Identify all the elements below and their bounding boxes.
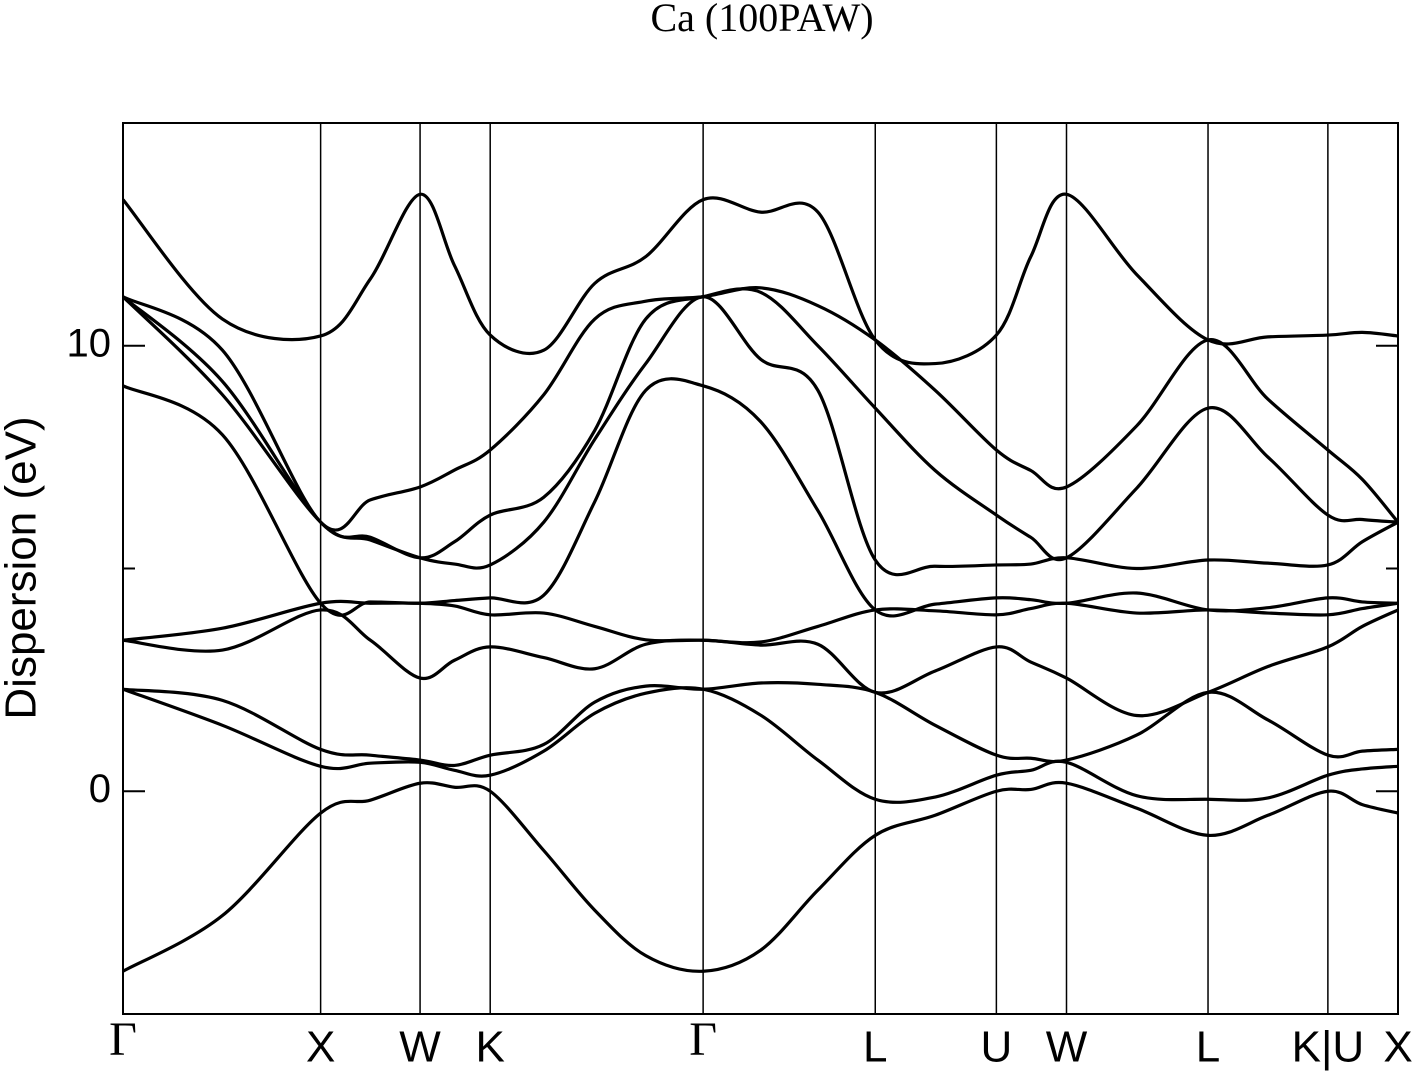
x-tick-label: L bbox=[1196, 1023, 1220, 1072]
y-axis-label: Dispersion (eV) bbox=[0, 416, 46, 719]
band-layer bbox=[123, 192, 1398, 973]
band-line bbox=[123, 287, 1398, 562]
band-line bbox=[123, 681, 1398, 768]
plot-frame bbox=[122, 122, 1399, 1015]
x-tick-label: K|U bbox=[1292, 1023, 1365, 1072]
grid-layer bbox=[122, 123, 1399, 1014]
chart-title: Ca (100PAW) bbox=[650, 0, 873, 40]
x-tick-label: K bbox=[476, 1023, 505, 1072]
x-tick-label: W bbox=[399, 1023, 441, 1072]
x-tick-label: W bbox=[1046, 1023, 1088, 1072]
band-line bbox=[123, 780, 1398, 973]
x-tick-label: Γ bbox=[109, 1013, 137, 1066]
band-line bbox=[123, 608, 1398, 718]
x-tick-label: X bbox=[306, 1023, 335, 1072]
band-line bbox=[123, 377, 1398, 618]
x-tick-label: X bbox=[1383, 1023, 1412, 1072]
y-tick-label: 0 bbox=[89, 767, 111, 811]
band-line bbox=[123, 192, 1398, 366]
band-line bbox=[123, 686, 1398, 804]
x-tick-label: Γ bbox=[689, 1013, 717, 1066]
x-tick-label: L bbox=[863, 1023, 887, 1072]
x-tick-label: U bbox=[980, 1023, 1012, 1072]
y-tick-label: 10 bbox=[67, 321, 112, 365]
band-line bbox=[123, 599, 1398, 645]
